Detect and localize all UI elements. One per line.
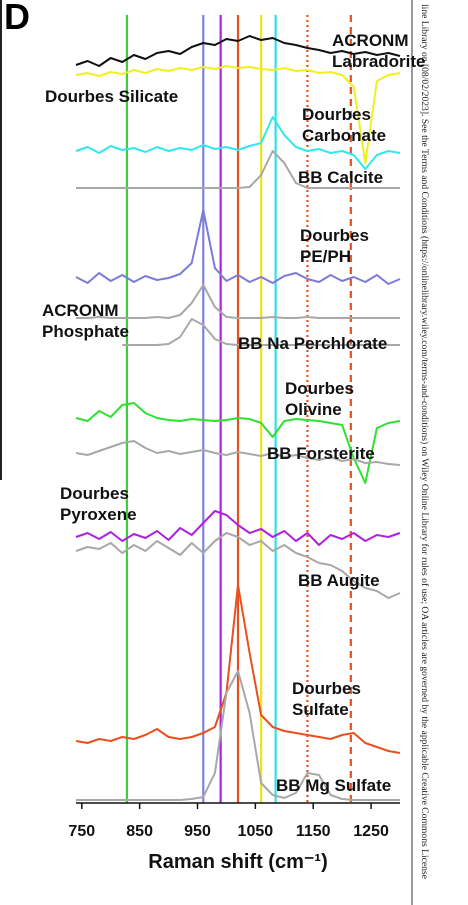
x-tick-label: 1050 bbox=[238, 823, 274, 840]
series-label: BB Augite bbox=[298, 571, 380, 590]
series-label: BB Na Perchlorate bbox=[238, 334, 388, 353]
series-label: ACRONM Labradorite bbox=[332, 31, 426, 71]
series-label: BB Calcite bbox=[298, 168, 384, 187]
spectrum bbox=[75, 440, 401, 466]
series-label: Dourbes Pyroxene bbox=[60, 484, 137, 524]
spectrum bbox=[75, 584, 401, 754]
x-tick-label: 850 bbox=[126, 823, 153, 840]
x-tick-label: 950 bbox=[184, 823, 211, 840]
series-label: Dourbes PE/PH bbox=[300, 226, 369, 266]
series-label: Dourbes Olivine bbox=[285, 379, 354, 419]
spectrum bbox=[76, 670, 400, 801]
x-tick-label: 1250 bbox=[353, 823, 389, 840]
spectrum bbox=[75, 116, 401, 170]
x-axis-title: Raman shift (cm⁻¹) bbox=[148, 851, 327, 873]
spectrum bbox=[75, 209, 401, 285]
x-tick-label: 1150 bbox=[296, 823, 331, 840]
spectrum bbox=[75, 65, 401, 164]
series-label: Dourbes Carbonate bbox=[302, 105, 387, 145]
series-label: BB Mg Sulfate bbox=[276, 776, 392, 795]
side-note: line Library on [08/02/2023]. See the Te… bbox=[419, 4, 430, 879]
series-label: Dourbes Sulfate bbox=[292, 679, 361, 719]
x-tick-label: 750 bbox=[68, 823, 95, 840]
panel-label: D bbox=[4, 0, 30, 37]
spectrum bbox=[75, 532, 401, 599]
series-label: Dourbes Silicate bbox=[45, 87, 179, 106]
spectrum bbox=[122, 318, 400, 346]
spectrum bbox=[75, 35, 401, 67]
spectrum bbox=[75, 402, 401, 484]
spectrum bbox=[75, 510, 401, 546]
spectrum bbox=[76, 150, 400, 189]
series-label: ACRONM Phosphate bbox=[42, 301, 129, 341]
spectrum bbox=[76, 284, 400, 319]
series-label: BB Forsterite bbox=[267, 444, 375, 463]
